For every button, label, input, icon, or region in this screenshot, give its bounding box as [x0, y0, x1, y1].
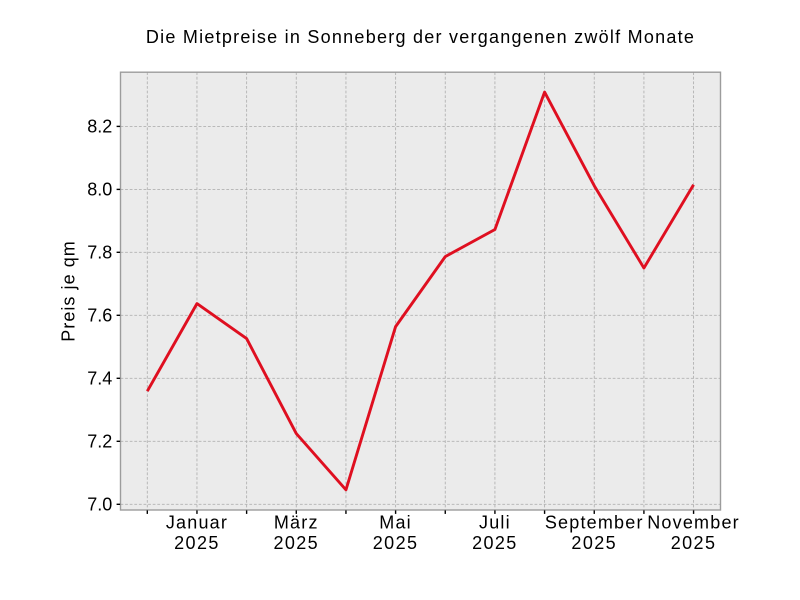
svg-text:März: März — [274, 512, 319, 532]
svg-text:2025: 2025 — [373, 533, 419, 553]
svg-text:7.2: 7.2 — [87, 432, 112, 452]
svg-text:Mai: Mai — [379, 512, 412, 532]
svg-text:Preis je qm: Preis je qm — [59, 240, 79, 342]
svg-text:7.8: 7.8 — [87, 243, 112, 263]
svg-text:2025: 2025 — [671, 533, 717, 553]
svg-text:2025: 2025 — [571, 533, 617, 553]
svg-text:Die Mietpreise in Sonneberg de: Die Mietpreise in Sonneberg der vergange… — [146, 27, 695, 47]
svg-text:2025: 2025 — [472, 533, 518, 553]
svg-text:8.0: 8.0 — [87, 180, 112, 200]
svg-text:September: September — [545, 512, 644, 532]
svg-text:7.4: 7.4 — [87, 369, 112, 389]
svg-text:8.2: 8.2 — [87, 117, 112, 137]
svg-text:Juli: Juli — [479, 512, 511, 532]
svg-text:November: November — [647, 512, 740, 532]
svg-text:7.0: 7.0 — [87, 495, 112, 515]
svg-text:2025: 2025 — [174, 533, 220, 553]
svg-text:7.6: 7.6 — [87, 306, 112, 326]
svg-text:Januar: Januar — [166, 512, 228, 532]
svg-text:2025: 2025 — [273, 533, 319, 553]
